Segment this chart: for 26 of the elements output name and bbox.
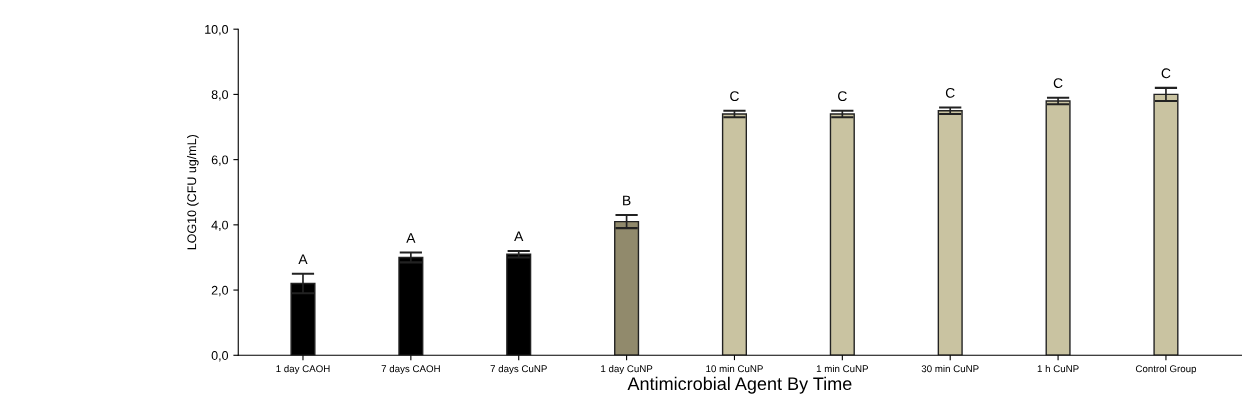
x-axis-title: Antimicrobial Agent By Time (627, 376, 852, 394)
annotation: A (406, 233, 416, 243)
x-tick-label: 7 days CuNP (490, 365, 547, 375)
y-tick-label: 2,0 (211, 285, 229, 297)
annotation: A (514, 231, 524, 242)
x-tick-label: 10 min CuNP (706, 365, 763, 373)
x-tick-label: 7 days CAOH (381, 365, 440, 375)
annotation: C (838, 91, 847, 102)
annotation: A (298, 254, 308, 264)
annotation: C (1161, 68, 1171, 79)
y-tick-label: 6,0 (211, 155, 229, 166)
y-tick-label: 10,0 (205, 24, 229, 36)
x-tick-label: 1 day CAOH (276, 365, 330, 375)
annotation: C (730, 91, 739, 102)
x-tick-label: 30 min CuNP (921, 365, 979, 373)
x-tick-label: 1 h CuNP (1037, 365, 1079, 373)
annotation: B (623, 195, 631, 206)
x-tick-label: 1 day CuNP (601, 365, 653, 375)
annotation: C (945, 87, 955, 98)
y-tick-label: 4,0 (211, 220, 229, 231)
x-tick-label: Control Group (1135, 365, 1197, 375)
y-tick-label: 8,0 (211, 90, 229, 101)
x-tick-label: 1 min CuNP (816, 365, 869, 373)
y-tick-label: 0,0 (211, 351, 229, 362)
y-axis-title: LOG10 (CFU ug/mL) (187, 135, 199, 250)
annotation: C (1053, 78, 1063, 88)
